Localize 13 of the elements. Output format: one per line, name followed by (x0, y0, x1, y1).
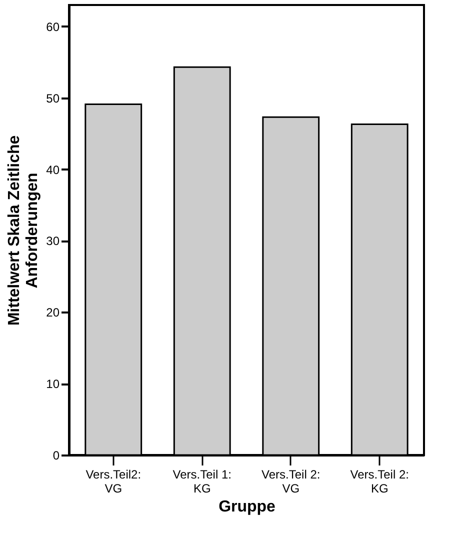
x-tick-label: Vers.Teil 1: KG (172, 468, 232, 496)
y-tick-label: 60 (46, 20, 60, 34)
y-tick-label: 40 (46, 162, 60, 177)
y-tick-label: 50 (46, 91, 60, 106)
y-axis-title: Mittelwert Skala Zeitliche Anforderungen (6, 135, 42, 326)
x-axis-title: Gruppe (218, 498, 276, 516)
y-tick-label: 30 (46, 234, 60, 248)
x-tick-label: Vers.Teil 2: KG (350, 468, 409, 496)
x-tick-label: Vers.Teil 2: VG (262, 468, 320, 496)
y-tick-label: 10 (46, 377, 60, 392)
y-tick-label: 20 (46, 306, 60, 320)
y-tick-label: 0 (52, 448, 60, 462)
x-tick-label: Vers.Teil2: VG (86, 468, 142, 496)
